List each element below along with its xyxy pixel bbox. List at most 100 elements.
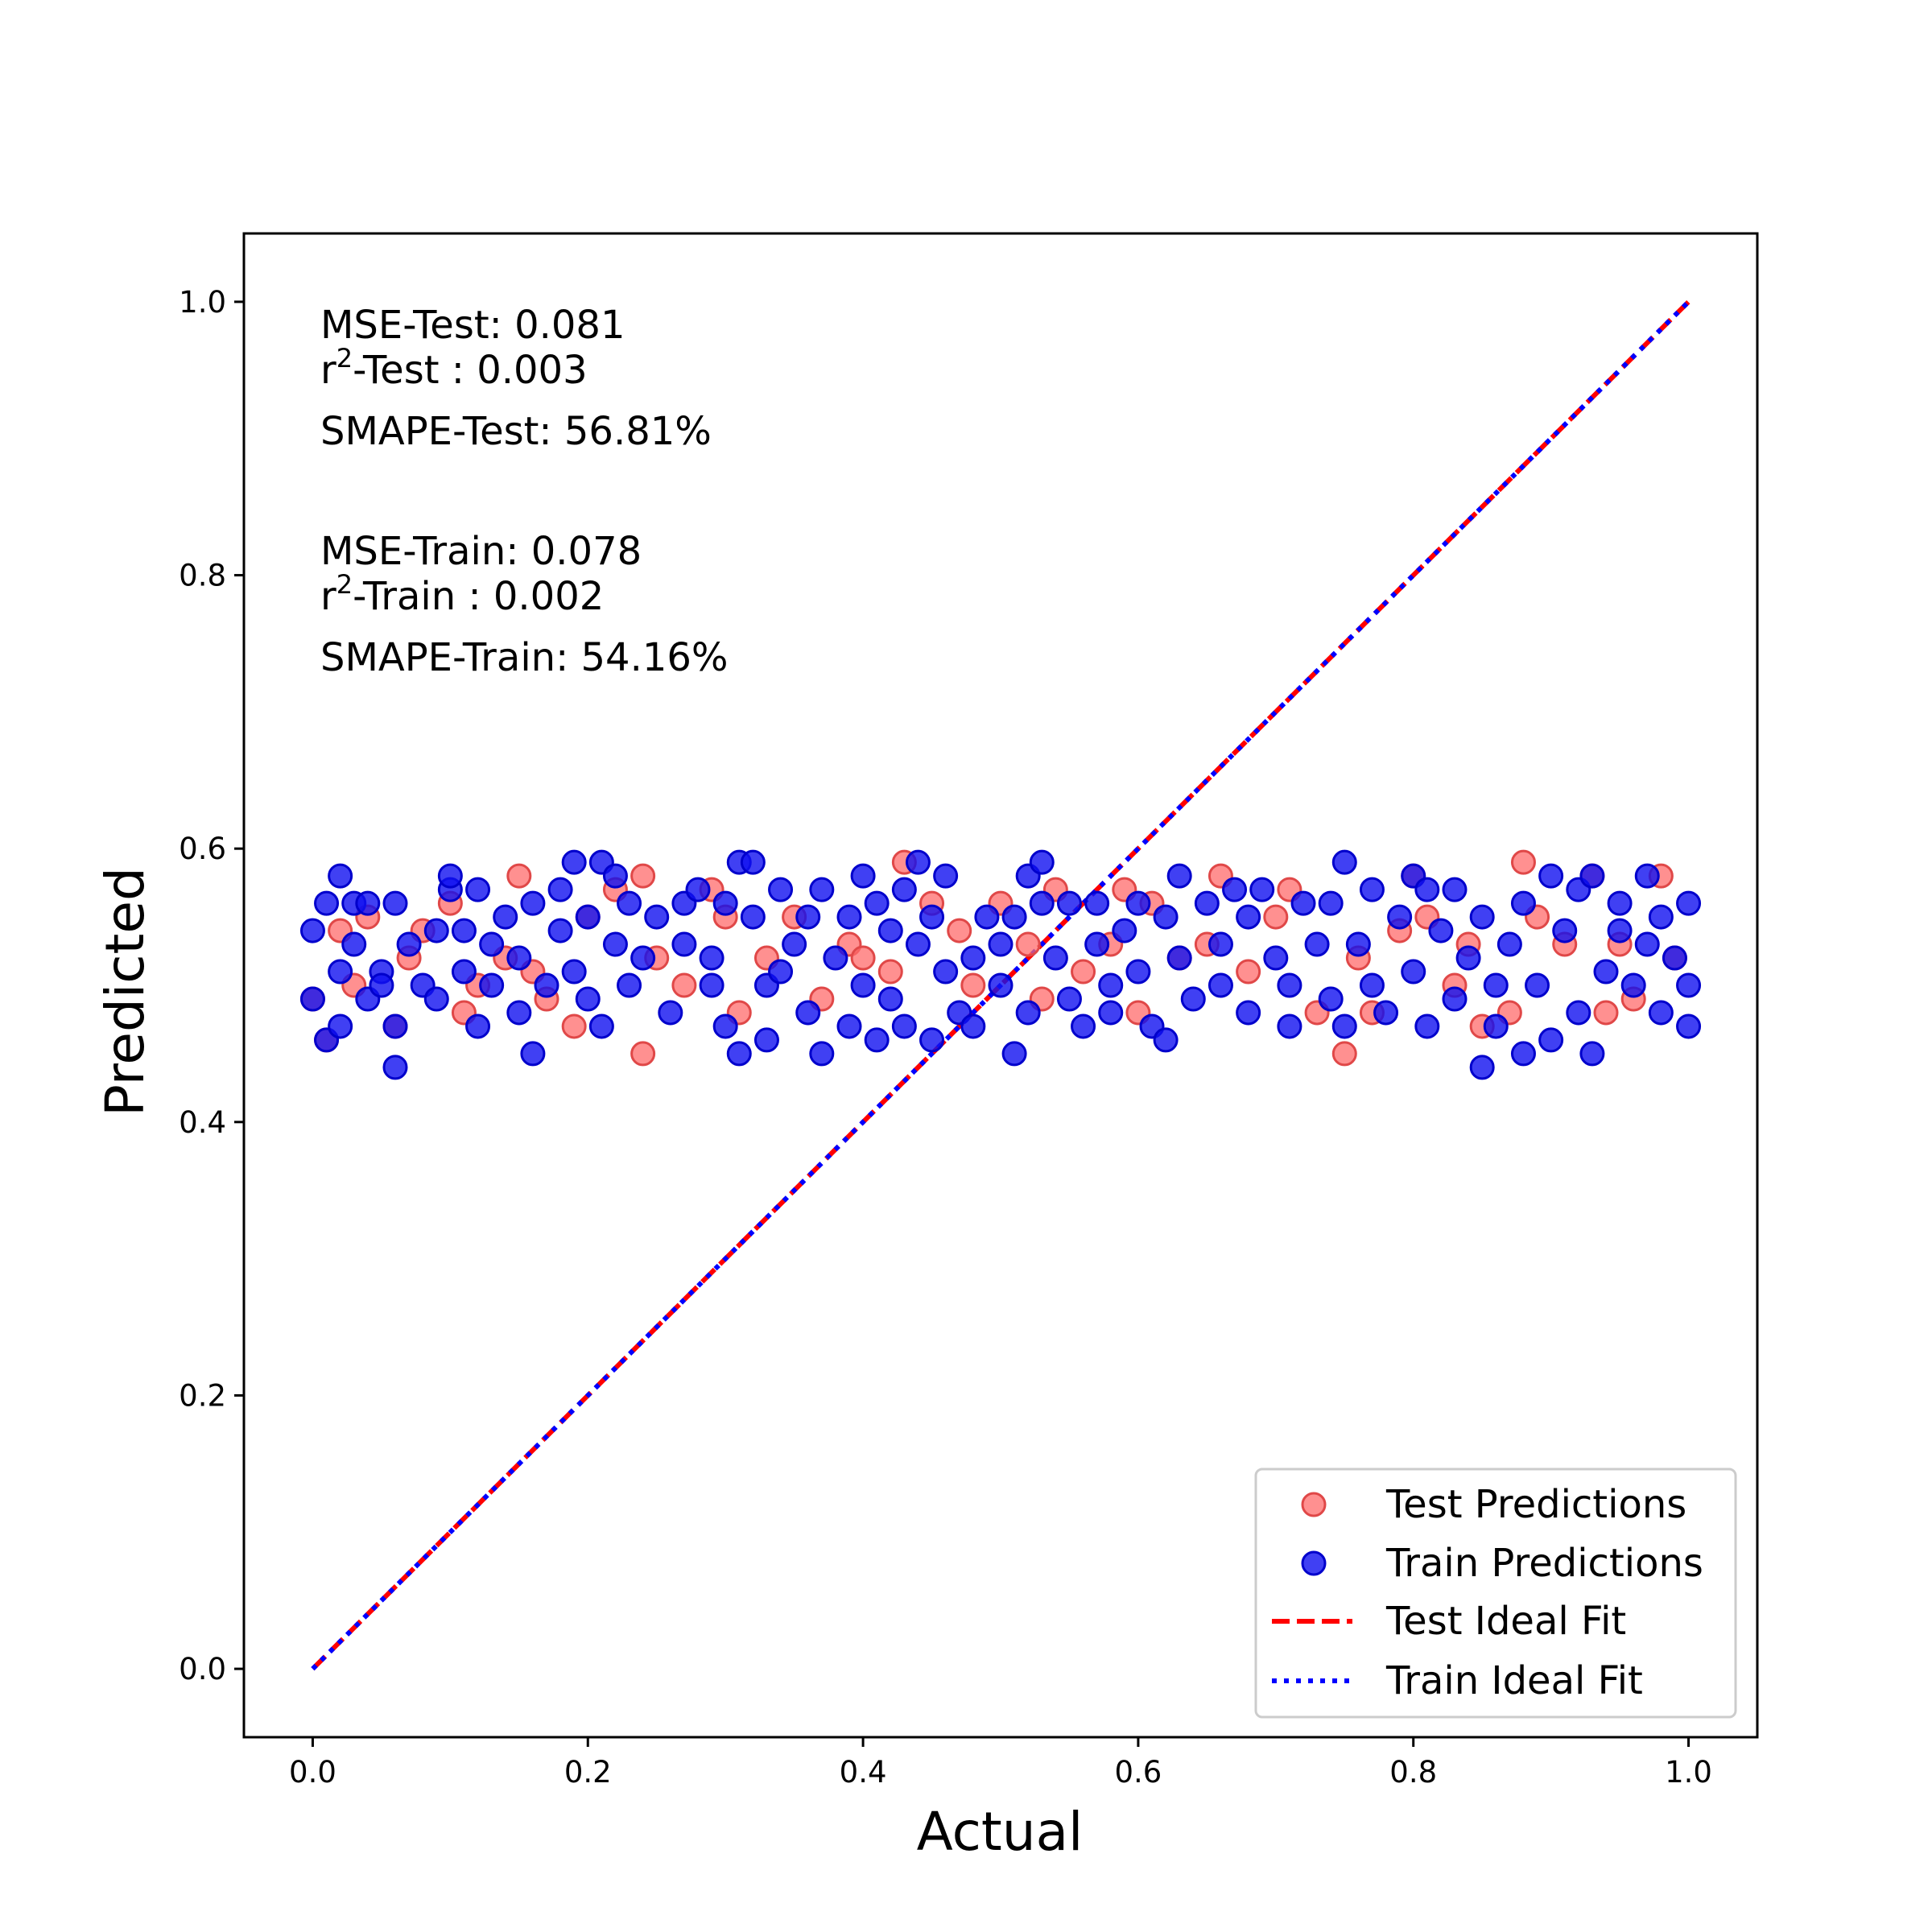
train-point xyxy=(933,863,959,889)
train-point xyxy=(1373,1000,1399,1026)
train-point xyxy=(1125,959,1151,985)
train-point xyxy=(1455,945,1481,971)
axis-titles: Actual Predicted xyxy=(94,867,1083,1863)
legend-label-train-predictions: Train Predictions xyxy=(1385,1541,1703,1586)
train-point xyxy=(1538,863,1564,889)
train-point xyxy=(1469,904,1495,930)
train-point xyxy=(561,849,587,875)
train-point xyxy=(1676,972,1702,998)
train-point xyxy=(671,931,697,957)
train-point xyxy=(1112,918,1137,943)
x-tick-label: 0.8 xyxy=(1389,1755,1437,1790)
train-point xyxy=(396,931,422,957)
train-point xyxy=(369,972,394,998)
train-point xyxy=(740,904,766,930)
train-point xyxy=(1662,945,1687,971)
train-point xyxy=(1538,1027,1564,1053)
train-point xyxy=(355,890,381,916)
train-point xyxy=(1029,890,1055,916)
train-point xyxy=(341,931,367,957)
train-point xyxy=(1483,972,1509,998)
train-point xyxy=(1001,1041,1027,1067)
train-point xyxy=(382,1055,408,1080)
legend-marker-train-predictions xyxy=(1301,1550,1327,1576)
train-point xyxy=(1331,849,1357,875)
train-point xyxy=(1084,890,1110,916)
train-point xyxy=(1236,904,1261,930)
plot-frame xyxy=(242,232,1759,1739)
train-point xyxy=(630,945,656,971)
y-tick-label: 0.8 xyxy=(179,559,226,593)
train-point xyxy=(809,1041,835,1067)
train-point xyxy=(1442,877,1468,902)
legend: Test Predictions Train Predictions Test … xyxy=(1254,1468,1737,1719)
train-point xyxy=(451,959,477,985)
train-point xyxy=(960,945,986,971)
train-point xyxy=(988,931,1013,957)
train-point xyxy=(1579,863,1605,889)
train-point xyxy=(1387,904,1413,930)
train-point xyxy=(726,1041,752,1067)
train-point xyxy=(740,849,766,875)
train-point xyxy=(1607,890,1633,916)
train-point xyxy=(506,1000,532,1026)
train-point xyxy=(1029,849,1055,875)
y-tick-label: 0.0 xyxy=(179,1652,226,1686)
test-smape-text: SMAPE-Test: 56.81% xyxy=(320,409,712,454)
train-point xyxy=(905,849,931,875)
train-point xyxy=(465,877,491,902)
train-point xyxy=(1166,945,1192,971)
x-tick-label: 0.4 xyxy=(840,1755,887,1790)
train-point xyxy=(699,945,724,971)
train-point xyxy=(712,890,738,916)
train-point xyxy=(1125,890,1151,916)
train-point xyxy=(493,904,518,930)
y-tick-label: 0.6 xyxy=(179,832,226,866)
train-point xyxy=(836,904,862,930)
train-point xyxy=(1579,1041,1605,1067)
train-point xyxy=(1620,972,1646,998)
train-point xyxy=(328,1013,353,1039)
train-point xyxy=(1071,1013,1096,1039)
train-smape-text: SMAPE-Train: 54.16% xyxy=(320,635,729,680)
train-point xyxy=(1359,877,1385,902)
train-point xyxy=(1510,1041,1536,1067)
test-point xyxy=(630,1041,656,1067)
train-point xyxy=(561,959,587,985)
test-point xyxy=(1236,959,1261,985)
train-point xyxy=(1414,877,1440,902)
train-point xyxy=(299,986,325,1012)
train-point xyxy=(299,918,325,943)
test-point xyxy=(947,918,972,943)
train-point xyxy=(1263,945,1289,971)
train-point xyxy=(382,890,408,916)
train-point xyxy=(451,918,477,943)
train-point xyxy=(1676,1013,1702,1039)
metrics-annotation: MSE-Test: 0.081 r2-Test : 0.003 SMAPE-Te… xyxy=(320,303,729,680)
train-point xyxy=(768,959,794,985)
train-point xyxy=(1442,986,1468,1012)
train-point xyxy=(795,1000,821,1026)
train-point xyxy=(588,1013,614,1039)
train-point xyxy=(1194,890,1220,916)
train-point xyxy=(1153,1027,1179,1053)
y-tick-label: 0.4 xyxy=(179,1105,226,1140)
train-point xyxy=(877,918,903,943)
train-point xyxy=(1166,863,1192,889)
y-axis-title: Predicted xyxy=(94,867,156,1117)
train-point xyxy=(644,904,670,930)
test-point xyxy=(561,1013,587,1039)
train-mse-text: MSE-Train: 0.078 xyxy=(320,529,642,574)
train-point xyxy=(919,904,945,930)
train-point xyxy=(314,890,340,916)
train-point xyxy=(1318,890,1344,916)
train-point xyxy=(1607,918,1633,943)
y-tick-label: 1.0 xyxy=(179,285,226,320)
train-point xyxy=(988,972,1013,998)
x-tick-label: 1.0 xyxy=(1665,1755,1712,1790)
train-point xyxy=(602,863,628,889)
train-point xyxy=(423,986,449,1012)
train-point xyxy=(382,1013,408,1039)
train-point xyxy=(328,863,353,889)
